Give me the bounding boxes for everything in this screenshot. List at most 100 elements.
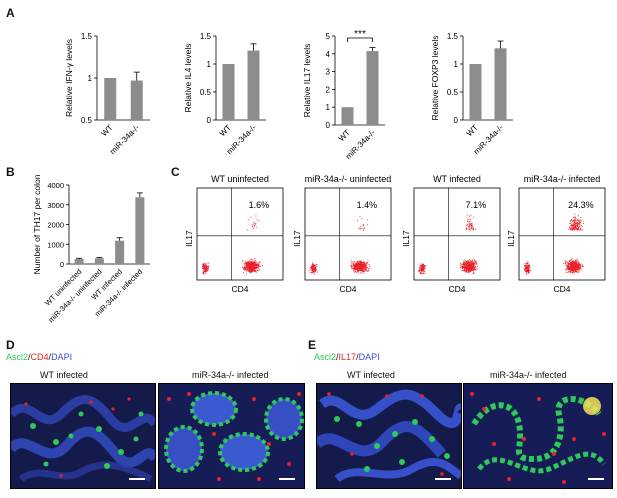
chart3-ylabel: Relative IL17 levels xyxy=(302,44,312,118)
legend-d-sep2: / xyxy=(48,352,52,362)
micro-d-right-title: miR-34a-/- infected xyxy=(192,370,269,380)
chart3-sig-bracket xyxy=(347,37,373,42)
flow3-xlabel: CD4 xyxy=(448,284,465,294)
chart1-ytick-label-2: 1.5 xyxy=(81,32,93,41)
flow1-events xyxy=(201,215,263,275)
flow4-ylabel: IL17 xyxy=(506,230,516,247)
chart4-ytick-label-2: 1 xyxy=(454,60,459,69)
flow2-xlabel: CD4 xyxy=(339,284,356,294)
flow3-percent: 7.1% xyxy=(466,200,487,210)
legend-e-dapi: DAPI xyxy=(358,352,380,362)
legend-d: Ascl2/CD4/DAPI xyxy=(6,352,72,362)
panel-letter-a: A xyxy=(6,6,15,20)
panel-letter-d: D xyxy=(6,338,15,352)
flow4-frame xyxy=(518,187,606,281)
chart1-cat-0: WT xyxy=(100,123,115,138)
flow2-frame xyxy=(304,187,392,281)
flow2-ylabel: IL17 xyxy=(292,230,302,247)
chart3-ytick-label-2: 2 xyxy=(326,85,331,94)
chart5-bar-0 xyxy=(74,259,84,264)
chart3-bar-0 xyxy=(341,107,354,125)
flow4-percent: 24.3% xyxy=(568,200,594,210)
chart4-ytick-label-1: 0.5 xyxy=(447,88,459,97)
legend-d-dapi: DAPI xyxy=(51,352,73,362)
flow1-percent: 1.6% xyxy=(249,200,270,210)
flow3-ylabel: IL17 xyxy=(401,230,411,247)
micrograph-e-ko xyxy=(463,383,613,489)
chart2-ytick-label-3: 1.5 xyxy=(200,32,212,41)
legend-e-ascl2: Ascl2 xyxy=(314,352,337,362)
chart1-cat-1: miR-34a-/- xyxy=(108,123,141,156)
chart4-cat-0: WT xyxy=(465,123,480,138)
flow3-title: WT infected xyxy=(433,174,481,184)
chart2-ytick-label-0: 0 xyxy=(207,116,212,125)
micrograph-e-ko-image xyxy=(464,384,612,488)
flow2-events xyxy=(308,215,371,275)
chart4-ytick-label-0: 0 xyxy=(454,116,459,125)
micro-d-left-title: WT infected xyxy=(40,370,88,380)
chart1-bar-1 xyxy=(130,80,143,120)
chart5-ytick-label-2: 2000 xyxy=(47,221,64,230)
chart2-bar-1 xyxy=(247,50,260,121)
chart1-ytick-label-1: 1 xyxy=(88,74,93,83)
legend-e-sep1: / xyxy=(336,352,339,362)
chart1-bar-0 xyxy=(104,78,117,120)
flow2-title: miR-34a-/- uninfected xyxy=(305,174,392,184)
panel-letter-b: B xyxy=(6,165,15,179)
micrograph-e-wt-image xyxy=(317,384,461,488)
chart1-ylabel: Relative IFN-γ levels xyxy=(64,39,74,117)
chart3-ytick-label-0: 0 xyxy=(326,121,331,130)
chart2-bar-0 xyxy=(222,64,235,120)
micro-e-right-title: miR-34a-/- infected xyxy=(490,370,567,380)
chart5-ytick-label-3: 3000 xyxy=(47,201,64,210)
chart5-ytick-label-0: 0 xyxy=(60,260,64,269)
micrograph-d-ko xyxy=(158,383,305,489)
chart1-ytick-label-0: 0.5 xyxy=(81,116,93,125)
panel-letter-c: C xyxy=(171,165,180,179)
chart3-sig-label: *** xyxy=(354,29,366,40)
legend-e-sep2: / xyxy=(356,352,359,362)
panel-letter-e: E xyxy=(308,338,317,352)
chart2-ylabel: Relative IL4 levels xyxy=(183,44,193,113)
chart5-bar-1 xyxy=(94,258,104,264)
flow1-xlabel: CD4 xyxy=(231,284,248,294)
chart2-ytick-label-1: 0.5 xyxy=(200,88,212,97)
chart3-ytick-label-1: 1 xyxy=(326,103,331,112)
flow4-events xyxy=(523,213,584,275)
chart2-ytick-label-2: 1 xyxy=(207,60,212,69)
chart3-bar-1 xyxy=(366,51,379,125)
legend-d-sep1: / xyxy=(28,352,31,362)
flow3-frame xyxy=(413,187,501,281)
micrograph-d-wt xyxy=(10,383,156,489)
chart2-cat-0: WT xyxy=(218,123,233,138)
chart5-bar-2 xyxy=(115,240,125,264)
flow1-ylabel: IL17 xyxy=(184,230,194,247)
chart5-ylabel: Number of TH17 per colon xyxy=(32,174,42,274)
chart4-ytick-label-3: 1.5 xyxy=(447,32,459,41)
chart5-bar-3 xyxy=(135,197,145,264)
flow4-xlabel: CD4 xyxy=(553,284,570,294)
legend-d-ascl2: Ascl2 xyxy=(6,352,29,362)
flow4-title: miR-34a-/- infected xyxy=(524,174,601,184)
legend-e-il17: IL17 xyxy=(338,352,357,362)
micrograph-d-wt-image xyxy=(11,384,155,488)
flow3-events xyxy=(418,214,479,275)
chart3-ytick-label-3: 3 xyxy=(326,68,331,77)
flow2-percent: 1.4% xyxy=(357,200,378,210)
micrograph-e-wt xyxy=(316,383,462,489)
chart3-cat-0: WT xyxy=(337,128,352,143)
chart4-ylabel: Relative FOXP3 levels xyxy=(430,35,440,120)
micrograph-d-ko-image xyxy=(159,384,304,488)
legend-e: Ascl2/IL17/DAPI xyxy=(314,352,380,362)
chart3-ytick-label-5: 5 xyxy=(326,32,331,41)
flow1-title: WT uninfected xyxy=(211,174,269,184)
chart4-bar-0 xyxy=(469,64,482,120)
flow1-frame xyxy=(196,187,284,281)
chart5-ytick-label-4: 4000 xyxy=(47,181,64,190)
micro-e-left-title: WT infected xyxy=(347,370,395,380)
chart5-ytick-label-1: 1000 xyxy=(47,240,64,249)
chart3-ytick-label-4: 4 xyxy=(326,50,331,59)
legend-d-cd4: CD4 xyxy=(30,352,49,362)
chart4-bar-1 xyxy=(494,48,507,120)
